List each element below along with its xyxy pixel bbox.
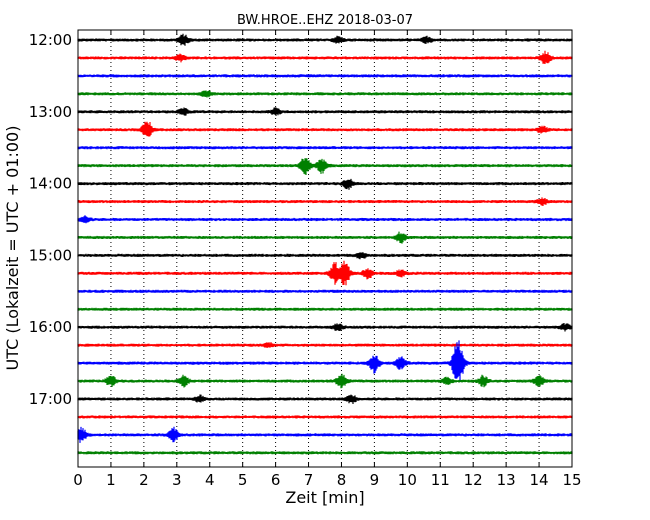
- x-tick-label: 1: [106, 471, 116, 489]
- trace-13:00: [77, 107, 573, 116]
- trace-17:45: [77, 451, 573, 455]
- x-tick-labels: 0 1 2 3 4 5 6 7 8 9 10 11 12 13 14 15: [73, 471, 581, 489]
- trace-12:45: [77, 90, 573, 98]
- x-tick-label: 4: [205, 471, 215, 489]
- x-tick-label: 12: [464, 471, 483, 489]
- trace-12:15: [77, 50, 573, 64]
- trace-15:45: [77, 307, 573, 311]
- y-tick-label: 14:00: [29, 175, 72, 193]
- x-axis-label: Zeit [min]: [285, 488, 364, 507]
- trace-group: [77, 33, 573, 455]
- x-tick-label: 2: [139, 471, 149, 489]
- y-tick-label: 12:00: [29, 31, 72, 49]
- trace-17:30: [77, 426, 573, 443]
- trace-15:00: [77, 252, 573, 260]
- x-tick-label: 6: [271, 471, 281, 489]
- x-tick-label: 0: [73, 471, 83, 489]
- x-tick-label: 5: [238, 471, 248, 489]
- trace-16:15: [77, 342, 573, 348]
- chart-title: BW.HROE..EHZ 2018-03-07: [237, 13, 413, 28]
- trace-16:00: [77, 323, 573, 332]
- vertical-grid: [110, 30, 540, 467]
- y-tick-label: 13:00: [29, 103, 72, 121]
- x-tick-label: 7: [304, 471, 314, 489]
- x-tick-label: 8: [337, 471, 347, 489]
- trace-14:45: [77, 231, 573, 244]
- trace-13:45: [77, 158, 573, 175]
- trace-17:15: [77, 415, 573, 419]
- trace-17:00: [77, 394, 573, 404]
- x-tick-label: 3: [172, 471, 182, 489]
- x-tick-label: 10: [398, 471, 417, 489]
- trace-15:15: [77, 260, 573, 286]
- plot-frame: [77, 29, 573, 468]
- y-tick-label: 17:00: [29, 390, 72, 408]
- trace-12:30: [77, 74, 573, 78]
- y-tick-labels: 12:00 13:00 14:00 15:00 16:00 17:00: [29, 31, 72, 408]
- x-tick-label: 15: [562, 471, 581, 489]
- trace-16:45: [77, 373, 573, 389]
- x-tick-label: 14: [530, 471, 549, 489]
- trace-13:30: [77, 146, 573, 150]
- trace-12:00: [77, 33, 573, 46]
- trace-14:00: [77, 178, 573, 190]
- x-tick-label: 9: [370, 471, 380, 489]
- y-axis-label: UTC (Lokalzeit = UTC + 01:00): [3, 126, 22, 371]
- axis-ticks: [77, 30, 573, 467]
- x-tick-label: 13: [497, 471, 516, 489]
- trace-14:15: [77, 197, 573, 206]
- y-tick-label: 15:00: [29, 246, 72, 264]
- trace-15:30: [77, 289, 573, 293]
- trace-13:15: [77, 121, 573, 137]
- x-tick-label: 11: [431, 471, 450, 489]
- y-tick-label: 16:00: [29, 318, 72, 336]
- trace-14:30: [77, 215, 573, 224]
